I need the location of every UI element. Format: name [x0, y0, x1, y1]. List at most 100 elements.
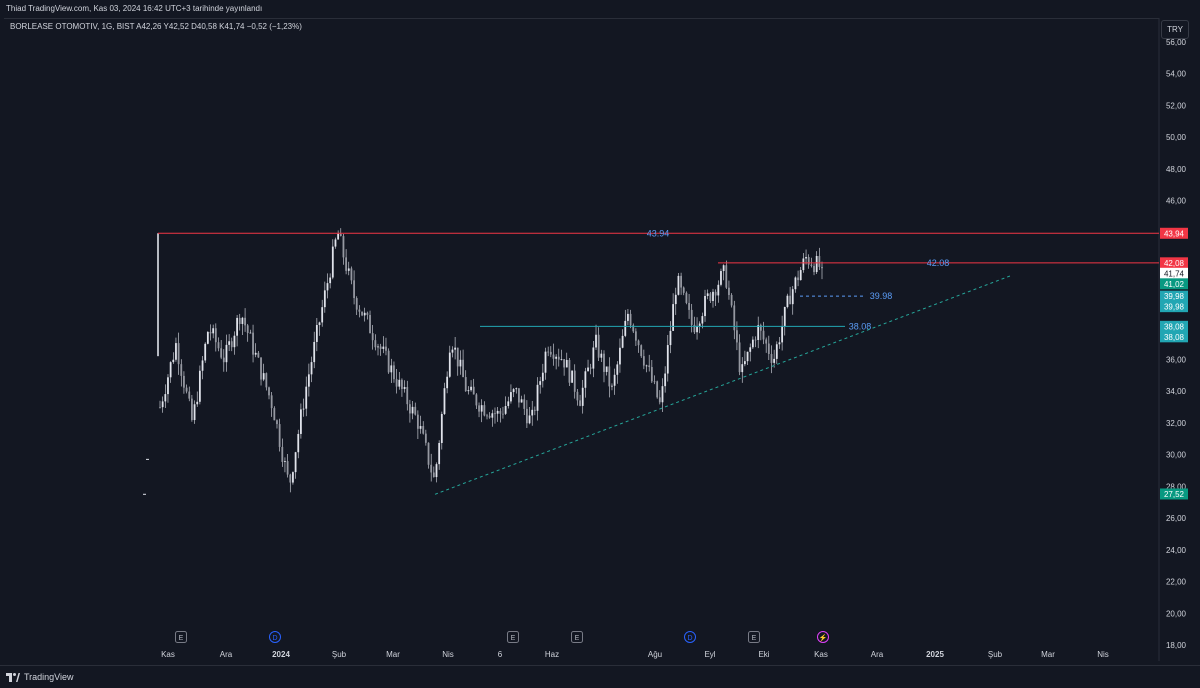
y-tick-label: 54,00 — [1166, 70, 1187, 79]
currency-button[interactable]: TRY — [1161, 20, 1189, 39]
candle-body — [353, 280, 355, 299]
price-axis-label-text: 41,74 — [1164, 269, 1185, 278]
candle-body — [401, 379, 403, 389]
candle-body — [736, 330, 738, 343]
candle-body — [385, 346, 387, 351]
x-tick-label: Mar — [386, 650, 400, 659]
price-axis-label — [1160, 278, 1188, 290]
candle-body — [406, 387, 409, 405]
candle-body — [323, 290, 326, 308]
candle-body — [794, 277, 797, 290]
candle-body — [268, 387, 270, 396]
candle-body — [621, 335, 624, 348]
candle-body — [549, 351, 552, 355]
bottom-bar: TradingView — [0, 665, 1200, 688]
x-tick-label: Ağu — [648, 650, 662, 659]
candle-body — [342, 236, 345, 258]
y-tick-label: 26,00 — [1166, 514, 1187, 523]
y-tick-label: 50,00 — [1166, 133, 1187, 142]
candle-body — [541, 372, 544, 382]
candle-body — [810, 264, 813, 266]
candle-body — [789, 295, 791, 305]
candle-body — [677, 275, 680, 295]
candle-body — [704, 295, 706, 317]
top-bar: Thiad TradingView.com, Kas 03, 2024 16:4… — [0, 0, 1200, 18]
candle-body — [435, 464, 438, 478]
candle-body — [746, 351, 749, 362]
candle-body — [722, 265, 725, 272]
candle-body — [188, 391, 191, 399]
y-tick-label: 20,00 — [1166, 609, 1187, 618]
candle-body — [563, 359, 566, 368]
candle-body — [579, 400, 581, 406]
candle-body — [387, 350, 390, 373]
candle-body — [696, 326, 698, 333]
price-axis-label — [1160, 320, 1188, 332]
candle-body — [730, 294, 733, 306]
candle-body — [483, 405, 486, 416]
candle-body — [533, 409, 536, 411]
candle-body — [169, 362, 172, 378]
candle-body — [605, 366, 608, 372]
candle-body — [528, 415, 531, 424]
candle-body — [201, 360, 204, 371]
candle-body — [196, 401, 199, 405]
candle-body — [281, 446, 284, 462]
candle-body — [371, 333, 374, 341]
candle-body — [512, 389, 515, 393]
candle-body — [440, 413, 443, 444]
candle-body — [619, 347, 621, 365]
candle-body — [775, 344, 778, 359]
candle-body — [209, 331, 212, 334]
candle-body — [454, 347, 457, 350]
candle-body — [565, 359, 568, 368]
candle-body — [228, 341, 231, 345]
candle-body — [685, 292, 688, 303]
candle-body — [544, 351, 547, 373]
candle-body — [555, 356, 558, 359]
candle-body — [230, 341, 233, 348]
annotation-label: 38.08 — [849, 321, 872, 331]
candle-body — [159, 406, 161, 408]
candle-body — [778, 342, 781, 345]
candle-body — [422, 426, 425, 434]
candle-body — [751, 339, 754, 348]
candle-body — [411, 406, 414, 414]
candle-body — [345, 257, 348, 271]
candle-body — [640, 345, 643, 357]
candle-body — [233, 335, 236, 348]
candle-body — [799, 270, 802, 281]
candle-body — [443, 388, 446, 414]
price-axis-label — [1160, 290, 1188, 302]
candle-body — [315, 325, 318, 342]
candle-body — [270, 395, 273, 409]
y-tick-label: 52,00 — [1166, 101, 1187, 110]
candle-body — [765, 339, 768, 344]
candle-body — [206, 331, 209, 344]
candle-body — [743, 361, 746, 365]
brand-name: TradingView — [24, 672, 74, 682]
candle-body — [648, 365, 651, 368]
y-tick-label: 32,00 — [1166, 419, 1187, 428]
candle-body — [249, 332, 252, 334]
y-tick-label: 18,00 — [1166, 641, 1187, 650]
candle-body — [379, 346, 382, 349]
candle-body — [783, 306, 786, 327]
candle-body — [733, 305, 736, 331]
candle-body — [300, 409, 302, 434]
tradingview-brand[interactable]: TradingView — [6, 672, 74, 682]
y-tick-label: 56,00 — [1166, 38, 1187, 47]
candle-body — [217, 342, 220, 349]
price-axis-label — [1160, 257, 1188, 269]
candle-body — [642, 356, 645, 366]
x-tick-label: 2025 — [926, 650, 944, 659]
candle-body — [496, 410, 499, 414]
candle-body — [416, 414, 419, 429]
candle-body — [225, 344, 228, 363]
candle-body — [321, 307, 324, 323]
candle-body — [430, 464, 433, 473]
candle-body — [305, 386, 308, 409]
event-marker-label: E — [752, 635, 757, 642]
candle-body — [480, 405, 483, 412]
